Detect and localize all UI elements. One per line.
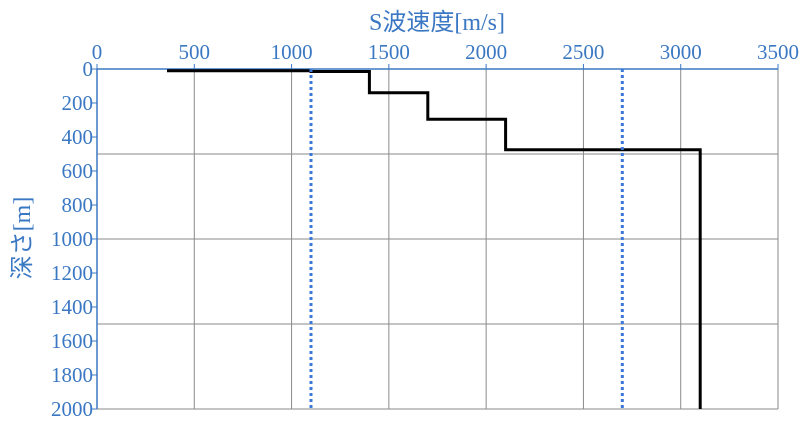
y-tick-label: 1800: [51, 363, 93, 387]
x-tick-label: 0: [92, 40, 103, 64]
x-tick-label: 3000: [660, 40, 702, 64]
y-tick-label: 400: [62, 125, 94, 149]
y-tick-label: 1400: [51, 295, 93, 319]
x-tick-label: 500: [179, 40, 211, 64]
y-tick-label: 1000: [51, 227, 93, 251]
x-axis-title: S波速度[m/s]: [369, 9, 505, 36]
x-tick-label: 2500: [562, 40, 604, 64]
x-tick-label: 3500: [757, 40, 799, 64]
y-tick-label: 200: [62, 91, 94, 115]
x-tick-label: 1000: [271, 40, 313, 64]
axes: [92, 64, 779, 410]
y-tick-label: 1600: [51, 329, 93, 353]
y-tick-label: 800: [62, 193, 94, 217]
y-axis-title: 深さ[m]: [9, 197, 36, 280]
series: [167, 69, 702, 409]
y-tick-label: 2000: [51, 397, 93, 421]
x-tick-label: 1500: [368, 40, 410, 64]
y-tick-label: 0: [83, 57, 94, 81]
y-tick-label: 1200: [51, 261, 93, 285]
velocity-profile-line: [167, 69, 702, 409]
x-tick-label: 2000: [465, 40, 507, 64]
y-tick-labels: 0 200 400 600 800 1000 1200 1400 1600 1800 2000: [51, 57, 93, 421]
x-tick-labels: 0 500 1000 1500 2000 2500 3000 3500: [92, 40, 799, 64]
y-tick-label: 600: [62, 159, 94, 183]
grid: [97, 69, 779, 409]
